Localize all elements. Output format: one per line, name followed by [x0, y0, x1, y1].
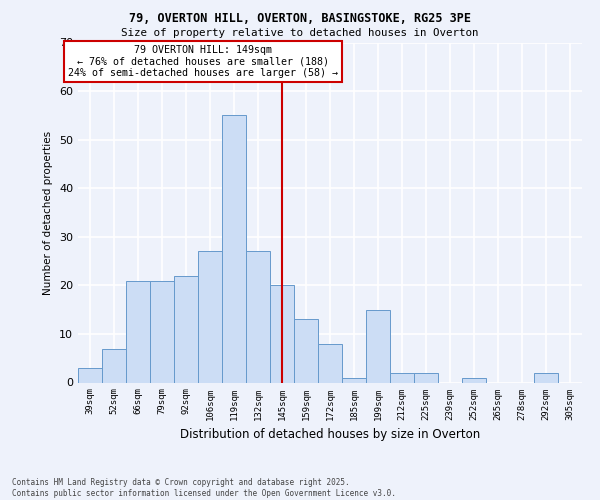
Bar [414, 373, 438, 382]
Bar [222, 116, 246, 382]
Bar [534, 373, 558, 382]
Bar [150, 280, 174, 382]
Bar [390, 373, 414, 382]
Bar [318, 344, 342, 382]
Text: 79 OVERTON HILL: 149sqm
← 76% of detached houses are smaller (188)
24% of semi-d: 79 OVERTON HILL: 149sqm ← 76% of detache… [68, 45, 338, 78]
Bar [174, 276, 198, 382]
Bar [126, 280, 150, 382]
Y-axis label: Number of detached properties: Number of detached properties [43, 130, 53, 294]
Bar [198, 252, 222, 382]
Text: 79, OVERTON HILL, OVERTON, BASINGSTOKE, RG25 3PE: 79, OVERTON HILL, OVERTON, BASINGSTOKE, … [129, 12, 471, 26]
Bar [270, 286, 294, 382]
Text: Contains HM Land Registry data © Crown copyright and database right 2025.
Contai: Contains HM Land Registry data © Crown c… [12, 478, 396, 498]
Bar [462, 378, 486, 382]
Bar [366, 310, 390, 382]
Bar [78, 368, 102, 382]
X-axis label: Distribution of detached houses by size in Overton: Distribution of detached houses by size … [180, 428, 480, 441]
Bar [342, 378, 366, 382]
Bar [102, 348, 126, 382]
Bar [294, 320, 318, 382]
Text: Size of property relative to detached houses in Overton: Size of property relative to detached ho… [121, 28, 479, 38]
Bar [246, 252, 270, 382]
